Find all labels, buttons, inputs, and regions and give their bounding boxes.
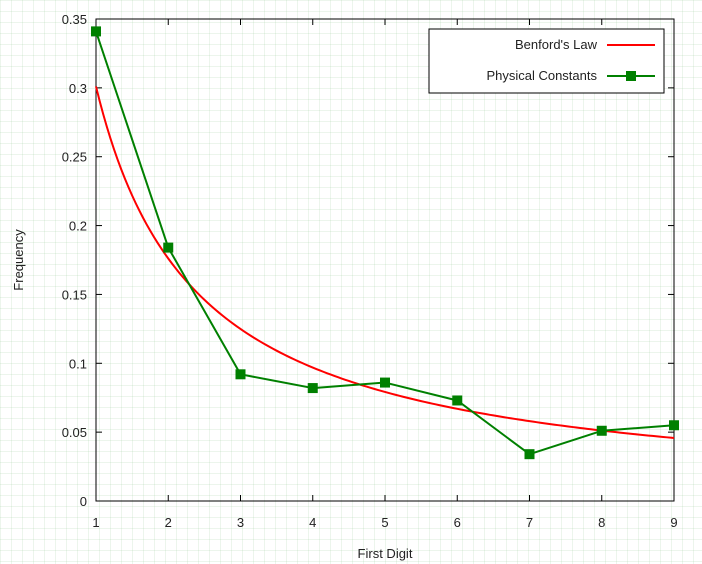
x-tick-label: 9 <box>670 515 677 530</box>
data-point-physical-constants <box>91 26 101 37</box>
data-point-physical-constants <box>452 395 463 406</box>
x-tick-label: 4 <box>309 515 316 530</box>
y-tick-label: 0.35 <box>62 12 87 27</box>
x-tick-label: 1 <box>92 515 99 530</box>
x-tick-label: 8 <box>598 515 605 530</box>
x-tick-label: 6 <box>454 515 461 530</box>
x-tick-label: 5 <box>381 515 388 530</box>
data-point-physical-constants <box>380 377 390 388</box>
series-benford-s-law <box>95 86 675 439</box>
y-tick-label: 0.1 <box>69 356 87 371</box>
x-tick-label: 2 <box>165 515 172 530</box>
series-line-physical-constants <box>95 31 675 456</box>
legend-marker-physical-constants <box>626 71 636 81</box>
legend: Benford's Law Physical Constants <box>428 28 665 94</box>
series-physical-constants <box>91 26 679 460</box>
y-tick-label: 0.25 <box>62 150 87 165</box>
data-point-physical-constants <box>235 369 246 380</box>
y-tick-label: 0.3 <box>69 81 87 96</box>
data-point-physical-constants <box>163 242 174 253</box>
legend-box <box>428 28 665 94</box>
data-point-physical-constants <box>307 383 318 394</box>
y-tick-label: 0.15 <box>62 287 87 302</box>
x-tick-label: 3 <box>237 515 244 530</box>
y-axis-label: Frequency <box>11 229 26 291</box>
legend-label-physical-constants: Physical Constants <box>486 68 597 83</box>
x-tick-label: 7 <box>526 515 533 530</box>
data-point-physical-constants <box>669 420 679 431</box>
y-tick-label: 0 <box>80 494 87 509</box>
series-line-benford-s-law <box>95 86 675 439</box>
y-tick-label: 0.05 <box>62 425 87 440</box>
data-point-physical-constants <box>524 449 535 460</box>
y-tick-label: 0.2 <box>69 219 87 234</box>
legend-label-benfords-law: Benford's Law <box>515 37 598 52</box>
x-axis-label: First Digit <box>358 546 413 561</box>
data-point-physical-constants <box>596 425 607 436</box>
